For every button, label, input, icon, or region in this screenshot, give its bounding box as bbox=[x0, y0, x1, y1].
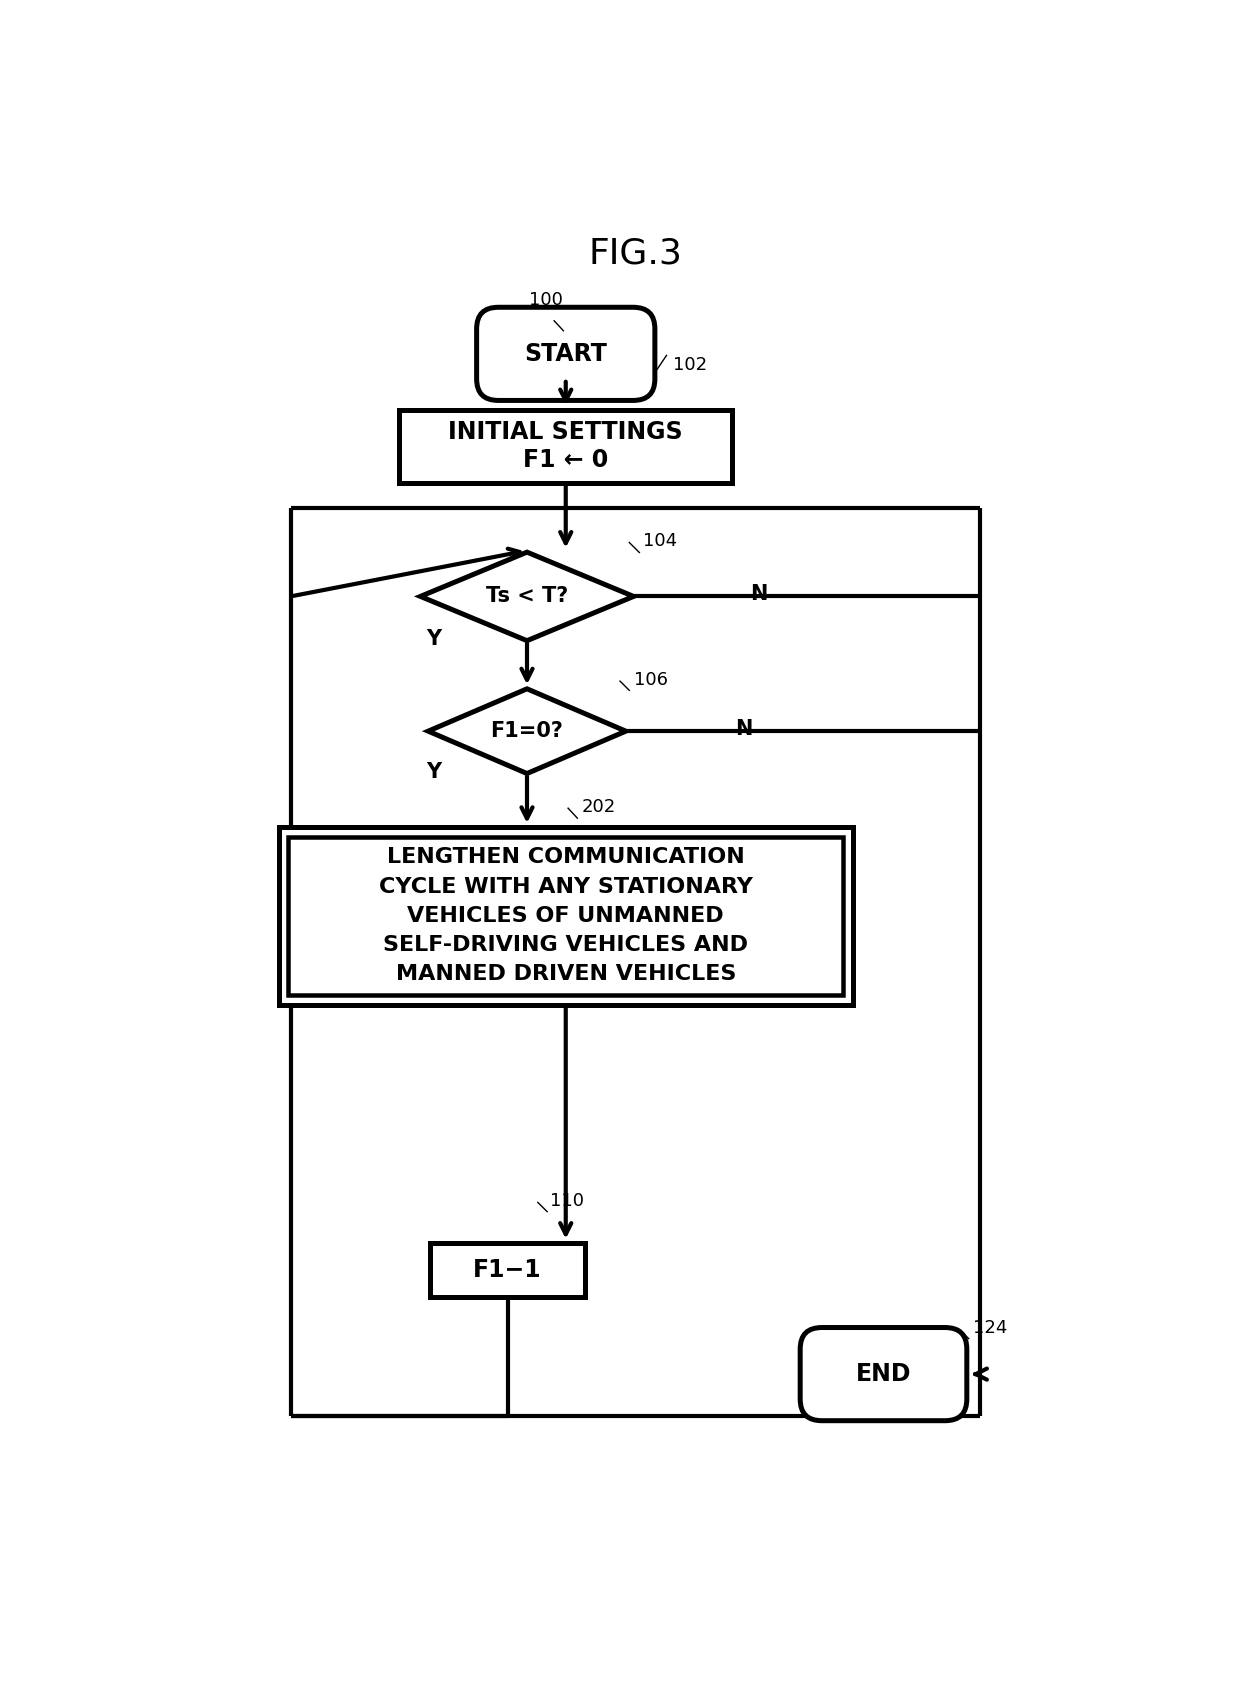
Text: START: START bbox=[525, 343, 608, 366]
Text: 102: 102 bbox=[672, 356, 707, 375]
Polygon shape bbox=[428, 688, 626, 774]
Text: 104: 104 bbox=[644, 532, 677, 550]
Text: 110: 110 bbox=[551, 1193, 584, 1210]
Text: Y: Y bbox=[427, 629, 441, 649]
Text: MANNED DRIVEN VEHICLES: MANNED DRIVEN VEHICLES bbox=[396, 964, 735, 985]
Text: F1−1: F1−1 bbox=[474, 1258, 542, 1281]
Text: SELF-DRIVING VEHICLES AND: SELF-DRIVING VEHICLES AND bbox=[383, 935, 748, 956]
Text: N: N bbox=[750, 584, 768, 605]
Text: FIG.3: FIG.3 bbox=[589, 237, 682, 271]
FancyBboxPatch shape bbox=[800, 1327, 967, 1421]
Text: VEHICLES OF UNMANNED: VEHICLES OF UNMANNED bbox=[408, 907, 724, 925]
Text: 100: 100 bbox=[529, 291, 563, 308]
Text: CYCLE WITH ANY STATIONARY: CYCLE WITH ANY STATIONARY bbox=[378, 876, 753, 896]
Polygon shape bbox=[420, 552, 634, 641]
Text: 124: 124 bbox=[972, 1319, 1007, 1338]
Text: 106: 106 bbox=[634, 671, 668, 688]
FancyBboxPatch shape bbox=[476, 307, 655, 400]
Text: LENGTHEN COMMUNICATION: LENGTHEN COMMUNICATION bbox=[387, 847, 745, 867]
Text: INITIAL SETTINGS: INITIAL SETTINGS bbox=[449, 421, 683, 445]
Text: END: END bbox=[856, 1361, 911, 1385]
Bar bbox=[288, 837, 843, 995]
Bar bbox=[279, 828, 853, 1005]
Bar bbox=[399, 409, 733, 482]
Text: N: N bbox=[734, 719, 753, 740]
Bar bbox=[430, 1244, 585, 1297]
Text: Y: Y bbox=[427, 762, 441, 782]
Text: Ts < T?: Ts < T? bbox=[486, 586, 568, 607]
Text: 202: 202 bbox=[582, 797, 615, 816]
Text: F1 ← 0: F1 ← 0 bbox=[523, 448, 609, 472]
Text: F1=0?: F1=0? bbox=[491, 721, 563, 741]
